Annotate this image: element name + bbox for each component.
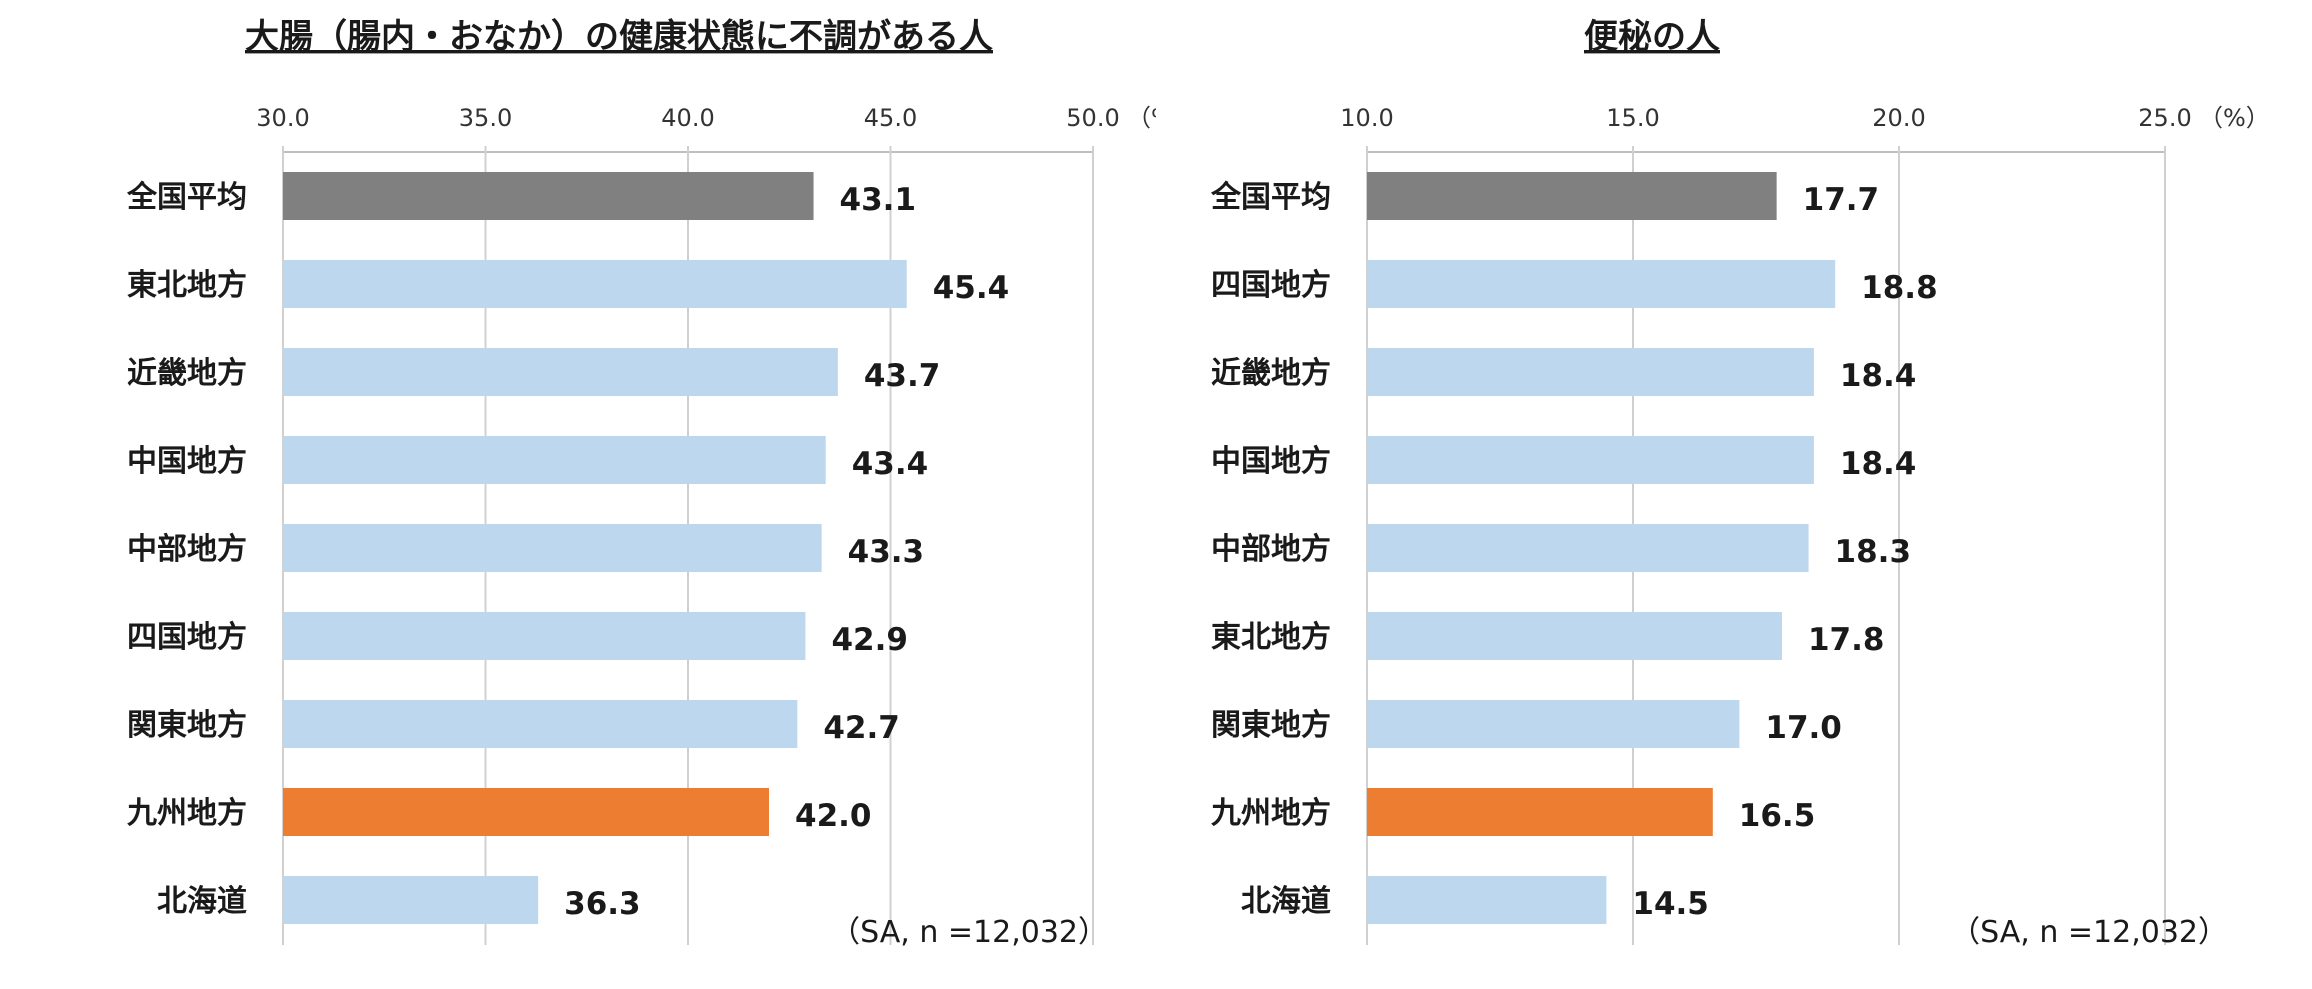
bar (1367, 436, 1814, 484)
category-label: 東北地方 (1211, 620, 1331, 655)
category-label: 東北地方 (127, 268, 247, 303)
bar (1367, 524, 1809, 572)
data-label: 18.4 (1840, 446, 1917, 482)
bar (283, 172, 814, 220)
data-label: 18.8 (1861, 270, 1938, 306)
bar (1367, 700, 1740, 748)
data-label: 45.4 (933, 270, 1010, 306)
bar (283, 612, 806, 660)
chart-title: 便秘の人 (1584, 17, 1720, 57)
bar (283, 788, 769, 836)
bar (1367, 876, 1607, 924)
bar (283, 436, 826, 484)
x-tick-label: 15.0 (1606, 104, 1659, 132)
bar (1367, 612, 1782, 660)
data-label: 17.7 (1803, 182, 1880, 218)
category-label: 北海道 (157, 884, 247, 919)
data-label: 17.0 (1765, 710, 1842, 746)
category-label: 近畿地方 (127, 356, 247, 391)
category-label: 全国平均 (1210, 180, 1331, 215)
category-label: 九州地方 (1211, 796, 1331, 831)
data-label: 36.3 (564, 886, 641, 922)
chart-constipation: 便秘の人 10.0 15.0 20.0 25.0 （%） 全国平均 17.7 四国地方 18.8 近… (1156, 0, 2312, 989)
data-label: 43.7 (864, 358, 941, 394)
x-tick-label: 20.0 (1872, 104, 1925, 132)
bar (283, 348, 838, 396)
bar (283, 700, 798, 748)
chart-colon-health-svg: 大腸（腸内・おなか）の健康状態に不調がある人 30.0 35.0 40.0 45.0 50… (126, 17, 1156, 950)
category-label: 関東地方 (1211, 708, 1331, 743)
x-tick-label: 25.0 (2138, 104, 2191, 132)
category-label: 近畿地方 (1211, 356, 1331, 391)
category-label: 中国地方 (1211, 444, 1331, 479)
x-tick-label: 40.0 (661, 104, 714, 132)
data-label: 43.3 (848, 534, 925, 570)
bar (283, 524, 822, 572)
data-label: 43.1 (840, 182, 917, 218)
data-label: 42.9 (831, 622, 908, 658)
data-label: 42.7 (823, 710, 900, 746)
bar (1367, 788, 1713, 836)
category-label: 中部地方 (127, 532, 247, 567)
category-label: 四国地方 (127, 620, 247, 655)
category-label: 北海道 (1241, 884, 1331, 919)
data-label: 18.4 (1840, 358, 1917, 394)
sample-note: （SA, n =12,032） (830, 915, 1108, 950)
category-label: 九州地方 (127, 796, 247, 831)
bar (1367, 172, 1777, 220)
chart-title: 大腸（腸内・おなか）の健康状態に不調がある人 (245, 17, 993, 57)
bar (1367, 260, 1836, 308)
category-label: 中部地方 (1211, 532, 1331, 567)
data-label: 16.5 (1739, 798, 1816, 834)
data-label: 42.0 (795, 798, 872, 834)
unit-label: （%） (1127, 104, 1156, 132)
x-tick-label: 50.0 (1066, 104, 1119, 132)
x-tick-label: 45.0 (864, 104, 917, 132)
data-label: 17.8 (1808, 622, 1885, 658)
x-tick-label: 30.0 (256, 104, 309, 132)
chart-constipation-svg: 便秘の人 10.0 15.0 20.0 25.0 （%） 全国平均 17.7 四国地方 18.8 近… (1210, 17, 2270, 950)
bar (283, 260, 907, 308)
unit-label: （%） (2199, 104, 2270, 132)
category-label: 全国平均 (126, 180, 247, 215)
x-tick-label: 10.0 (1340, 104, 1393, 132)
data-label: 14.5 (1632, 886, 1709, 922)
data-label: 18.3 (1835, 534, 1912, 570)
bar (283, 876, 539, 924)
category-label: 四国地方 (1211, 268, 1331, 303)
category-label: 関東地方 (127, 708, 247, 743)
bar (1367, 348, 1814, 396)
category-label: 中国地方 (127, 444, 247, 479)
chart-colon-health: 大腸（腸内・おなか）の健康状態に不調がある人 30.0 35.0 40.0 45.0 50… (126, 17, 1156, 950)
x-tick-label: 35.0 (459, 104, 512, 132)
data-label: 43.4 (852, 446, 929, 482)
sample-note: （SA, n =12,032） (1950, 915, 2228, 950)
